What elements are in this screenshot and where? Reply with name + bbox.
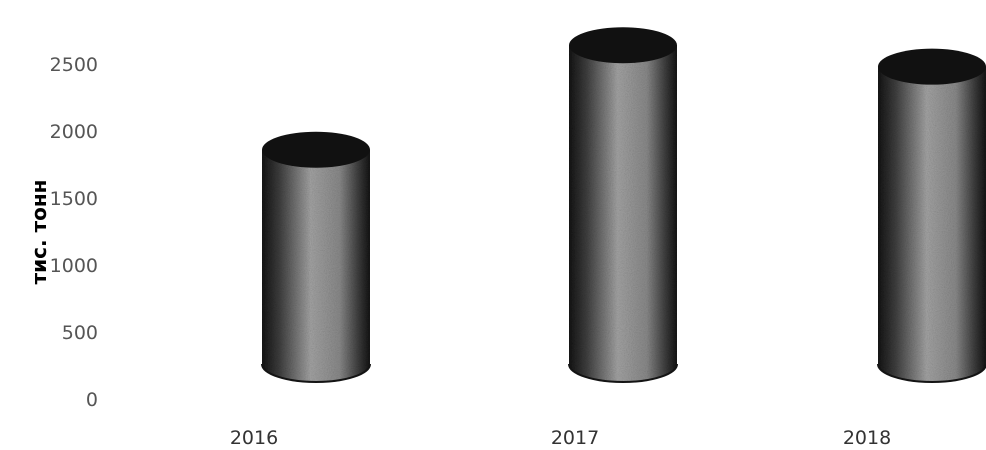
bar-base-edge <box>877 363 986 383</box>
bar-body <box>262 149 370 382</box>
x-category-label: 2017 <box>551 427 599 449</box>
y-tick-label: 2000 <box>50 121 98 143</box>
x-axis-categories: 2016 2017 2018 <box>230 427 891 449</box>
y-axis-label: тис. тонн <box>27 180 51 285</box>
bar-top <box>569 27 677 64</box>
bar-cylinder-2017 <box>568 27 678 383</box>
bar-base-edge <box>568 363 678 383</box>
y-tick-label: 1500 <box>50 188 98 210</box>
y-tick-label: 0 <box>86 389 98 411</box>
y-axis-ticks: 0 500 1000 1500 2000 2500 <box>50 54 98 411</box>
bar-top <box>262 131 370 168</box>
y-tick-label: 500 <box>62 322 98 344</box>
x-category-label: 2016 <box>230 427 278 449</box>
y-tick-label: 1000 <box>50 255 98 277</box>
bars-group <box>261 27 986 383</box>
bar-cylinder-2016 <box>261 131 371 383</box>
y-tick-label: 2500 <box>50 54 98 76</box>
bar-body <box>569 45 677 383</box>
bar-top <box>878 48 986 85</box>
bar-cylinder-2018 <box>877 48 986 383</box>
bar-body <box>878 66 986 383</box>
x-category-label: 2018 <box>843 427 891 449</box>
bar-base-edge <box>261 363 371 383</box>
